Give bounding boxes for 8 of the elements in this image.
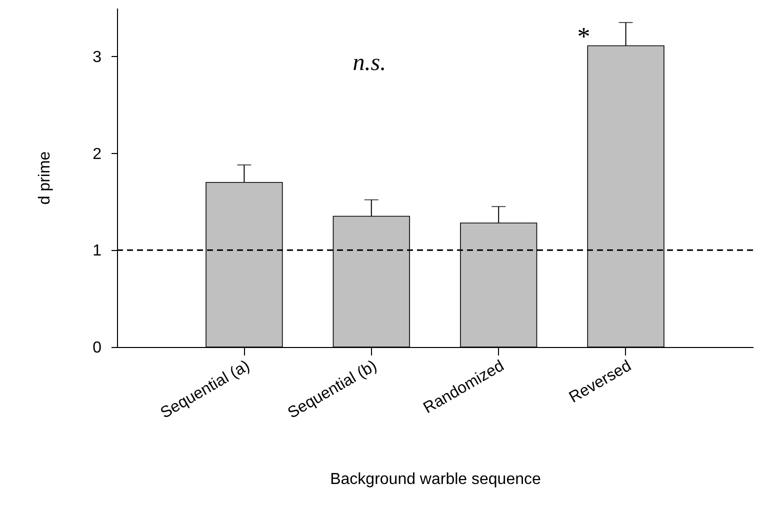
annotation: * (577, 22, 590, 52)
x-axis-title: Background warble sequence (330, 471, 541, 488)
y-axis-title: d prime (36, 151, 54, 205)
y-tick-label: 2 (92, 146, 102, 163)
y-tick-label: 0 (92, 340, 102, 356)
y-tick-label: 3 (92, 48, 102, 66)
y-tick-label: 1 (92, 242, 102, 260)
annotation: n.s. (352, 50, 386, 76)
